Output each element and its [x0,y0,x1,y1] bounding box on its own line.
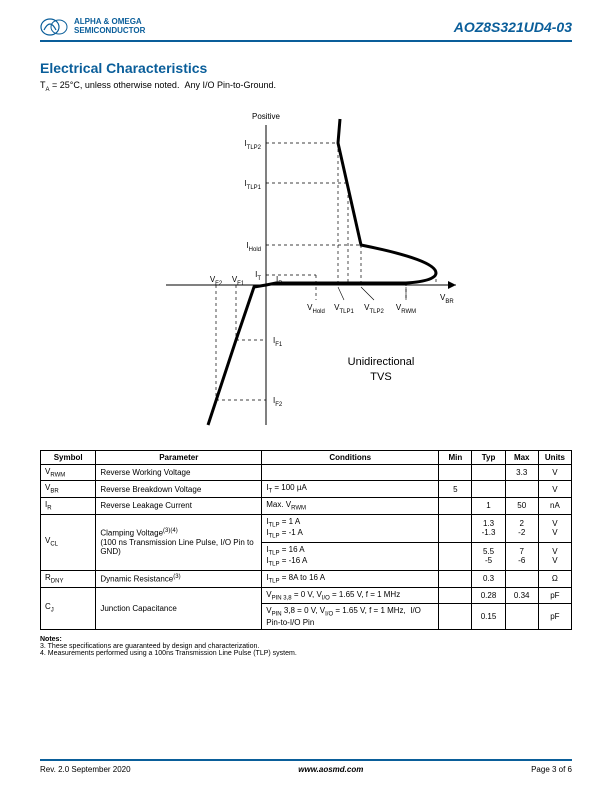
svg-text:ITLP1: ITLP1 [244,179,261,191]
section-title: Electrical Characteristics [40,60,572,76]
svg-text:IF1: IF1 [273,336,283,348]
positive-label: Positive [252,112,281,121]
table-row: IR Reverse Leakage Current Max. VRWM 1 5… [41,497,572,514]
svg-text:IT: IT [255,270,261,282]
svg-text:ITLP2: ITLP2 [244,139,261,151]
iv-curve-diagram: Positive ITLP2 ITLP1 IHo [40,105,572,440]
svg-text:VHold: VHold [307,303,325,315]
footer-rev: Rev. 2.0 September 2020 [40,765,131,774]
svg-text:IHold: IHold [246,241,261,253]
th-conditions: Conditions [262,450,439,464]
th-typ: Typ [472,450,505,464]
company-name-line2: SEMICONDUCTOR [74,27,145,36]
footer-page: Page 3 of 6 [531,765,572,774]
table-row: VBR Reverse Breakdown Voltage IT = 100 µ… [41,481,572,498]
th-units: Units [538,450,571,464]
svg-text:VTLP1: VTLP1 [334,303,354,315]
svg-text:VRWM: VRWM [396,303,416,315]
note-4: 4. Measurements performed using a 100ns … [40,650,572,657]
table-row: VCL Clamping Voltage(3)(4)(100 ns Transm… [41,514,572,542]
footer-site: www.aosmd.com [298,765,363,774]
notes-section: Notes: 3. These specifications are guara… [40,636,572,657]
table-row: CJ Junction Capacitance VPIN 3,8 = 0 V, … [41,587,572,604]
company-logo: ALPHA & OMEGA SEMICONDUCTOR [40,18,145,36]
note-3: 3. These specifications are guaranteed b… [40,643,572,650]
page-footer: Rev. 2.0 September 2020 www.aosmd.com Pa… [40,759,572,774]
table-row: VRWM Reverse Working Voltage 3.3 V [41,464,572,481]
th-min: Min [439,450,472,464]
svg-text:IF2: IF2 [273,396,283,408]
page-header: ALPHA & OMEGA SEMICONDUCTOR AOZ8S321UD4-… [40,18,572,42]
diagram-title1: Unidirectional [348,356,415,368]
th-parameter: Parameter [96,450,262,464]
diagram-title2: TVS [370,371,391,383]
th-max: Max [505,450,538,464]
section-subtitle: TA = 25°C, unless otherwise noted. Any I… [40,80,572,93]
table-row: RDNY Dynamic Resistance(3) ITLP = 8A to … [41,570,572,587]
part-number: AOZ8S321UD4-03 [454,19,572,35]
characteristics-table: Symbol Parameter Conditions Min Typ Max … [40,450,572,630]
notes-title: Notes: [40,636,572,643]
main-content: Electrical Characteristics TA = 25°C, un… [40,60,572,657]
logo-icon [40,18,68,36]
svg-text:VTLP2: VTLP2 [364,303,384,315]
th-symbol: Symbol [41,450,96,464]
svg-text:VBR: VBR [440,293,454,305]
